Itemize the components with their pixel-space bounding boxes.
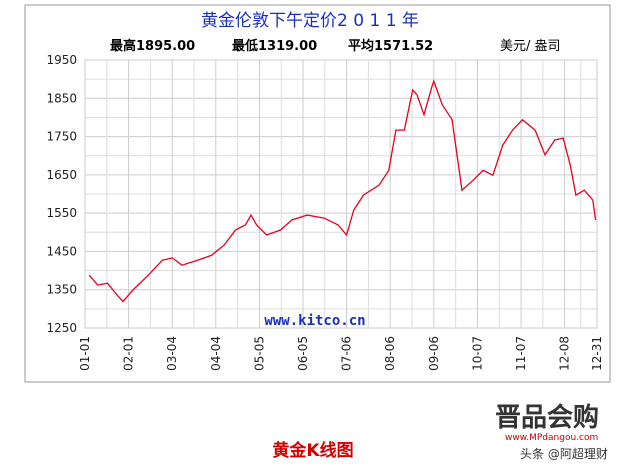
credit: 头条 @阿超理财 [520, 446, 608, 461]
y-tick-label: 1950 [46, 53, 77, 67]
y-tick-label: 1550 [46, 206, 77, 220]
y-tick-label: 1850 [46, 91, 77, 105]
logo-url: www.MPdangou.com [505, 433, 598, 443]
x-tick-label: 01-01 [78, 336, 92, 371]
y-tick-label: 1450 [46, 244, 77, 258]
x-tick-label: 04-04 [209, 336, 223, 371]
x-tick-label: 11-07 [514, 336, 528, 371]
chart-title: 黄金伦敦下午定价2 0 1 1 年 [201, 11, 419, 31]
stat: 最低1319.00 [232, 38, 317, 54]
unit: 美元/ 盎司 [500, 39, 561, 54]
x-tick-label: 02-01 [122, 336, 136, 371]
y-tick-label: 1350 [46, 283, 77, 297]
x-tick-label: 05-05 [252, 336, 266, 371]
logo: 晋品会购 [495, 403, 599, 433]
x-tick-label: 12-31 [590, 336, 604, 371]
x-tick-label: 12-08 [558, 336, 572, 371]
y-tick-label: 1650 [46, 168, 77, 182]
x-tick-label: 10-07 [470, 336, 484, 371]
x-tick-label: 03-04 [165, 336, 179, 371]
stat: 最高1895.00 [110, 38, 195, 54]
stat: 平均1571.52 [348, 38, 433, 54]
x-tick-label: 08-06 [383, 336, 397, 371]
price-line [88, 79, 597, 303]
y-tick-label: 1750 [46, 130, 77, 144]
watermark: www.kitco.cn [264, 313, 365, 329]
y-tick-label: 1250 [46, 321, 77, 335]
caption: 黄金K线图 [272, 440, 353, 461]
x-tick-label: 07-06 [340, 336, 354, 371]
x-tick-label: 06-05 [296, 336, 310, 371]
x-tick-label: 09-06 [427, 336, 441, 371]
